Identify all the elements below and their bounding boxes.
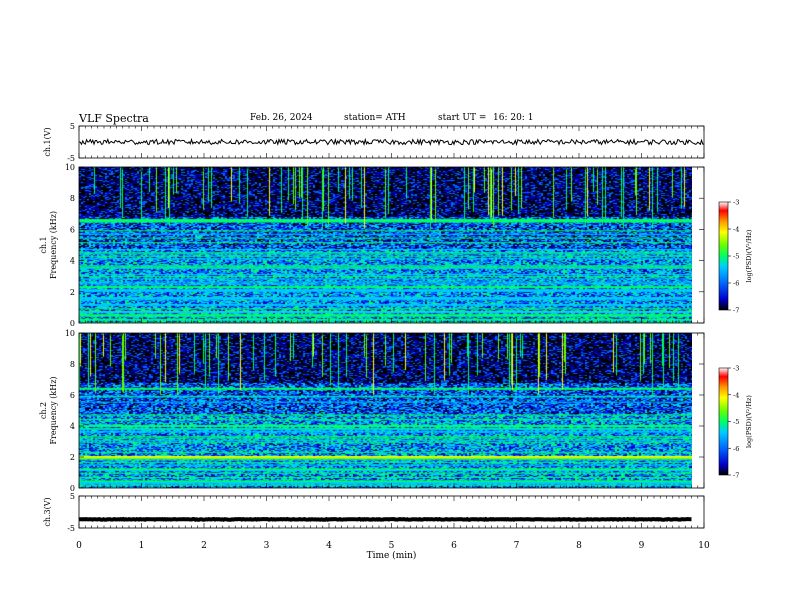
y-tick-label: 6 [70, 225, 75, 234]
y-tick-label: 2 [70, 453, 75, 462]
x-tick-label: 6 [451, 541, 457, 551]
colorbar-tick-label: -4 [733, 391, 739, 399]
x-tick-label: 1 [139, 541, 145, 551]
spectrogram-raster [79, 333, 692, 488]
colorbar-tick-label: -5 [733, 253, 739, 261]
y-axis-label: ch.1(V) [43, 127, 52, 156]
ch1-spectrogram [79, 167, 692, 323]
colorbar-tick-label: -5 [733, 418, 739, 426]
start-ut-value: 16: 20: 1 [493, 113, 534, 123]
colorbar-tick-label: -3 [733, 199, 739, 207]
y-tick-label: 10 [65, 329, 75, 338]
colorbar-tick-label: -6 [733, 445, 739, 453]
y-tick-label: -5 [67, 154, 75, 163]
waveforms [78, 137, 705, 522]
y-tick-label: 2 [70, 288, 75, 297]
x-tick-label: 0 [76, 541, 82, 551]
chart-title: VLF Spectra [79, 112, 149, 125]
y-tick-label: -5 [67, 524, 75, 533]
colorbar-label: log(PSD)(V²/Hz) [745, 229, 753, 282]
y-axis-label: ch.1 [39, 236, 48, 253]
colorbar-tick-label: -7 [733, 307, 739, 315]
y-tick-label: 4 [70, 422, 75, 431]
y-tick-label: 8 [70, 194, 75, 203]
x-tick-label: 9 [639, 541, 645, 551]
waveform-line [78, 137, 705, 147]
colorbar-label: log(PSD)(V²/Hz) [745, 395, 753, 448]
colorbar-tick-label: -3 [733, 365, 739, 373]
date-label: Feb. 26, 2024 [250, 113, 313, 123]
x-tick-label: 10 [698, 541, 710, 551]
x-tick-label: 4 [326, 541, 332, 551]
y-tick-label: 4 [70, 257, 75, 266]
x-tick-label: 8 [576, 541, 582, 551]
y-tick-label: 5 [70, 492, 75, 501]
y-axis-label: Frequency (kHz) [49, 376, 58, 444]
y-tick-label: 8 [70, 360, 75, 369]
x-tick-label: 7 [514, 541, 520, 551]
colorbar [718, 201, 729, 311]
x-axis-label: Time (min) [367, 550, 417, 561]
station-label: station= ATH [344, 113, 406, 123]
y-tick-label: 0 [70, 484, 75, 493]
start-ut-label: start UT = [438, 113, 487, 123]
spectrogram-raster [79, 167, 692, 323]
y-tick-label: 5 [70, 122, 75, 131]
y-axis-label: ch.2 [39, 402, 48, 419]
x-tick-label: 3 [264, 541, 270, 551]
axes [78, 125, 705, 529]
colorbar-tick-label: -6 [733, 280, 739, 288]
colorbars: -3 -4 -5 -6 -7 log(PSD)(V²/Hz) -3 -4 -5 -6 -7 log(P… [718, 199, 753, 480]
x-tick-label: 2 [201, 541, 207, 551]
waveform-line [78, 516, 692, 522]
y-tick-label: 6 [70, 391, 75, 400]
y-axis-label: Frequency (kHz) [49, 211, 58, 279]
colorbar-tick-label: -4 [733, 226, 739, 234]
x-tick-label: 5 [389, 541, 395, 551]
colorbar-tick-label: -7 [733, 472, 739, 480]
ch2-spectrogram [79, 333, 692, 488]
colorbar [718, 367, 729, 476]
y-axis-label: ch.3(V) [43, 497, 52, 526]
y-tick-label: 10 [65, 163, 75, 172]
y-tick-label: 0 [70, 319, 75, 328]
